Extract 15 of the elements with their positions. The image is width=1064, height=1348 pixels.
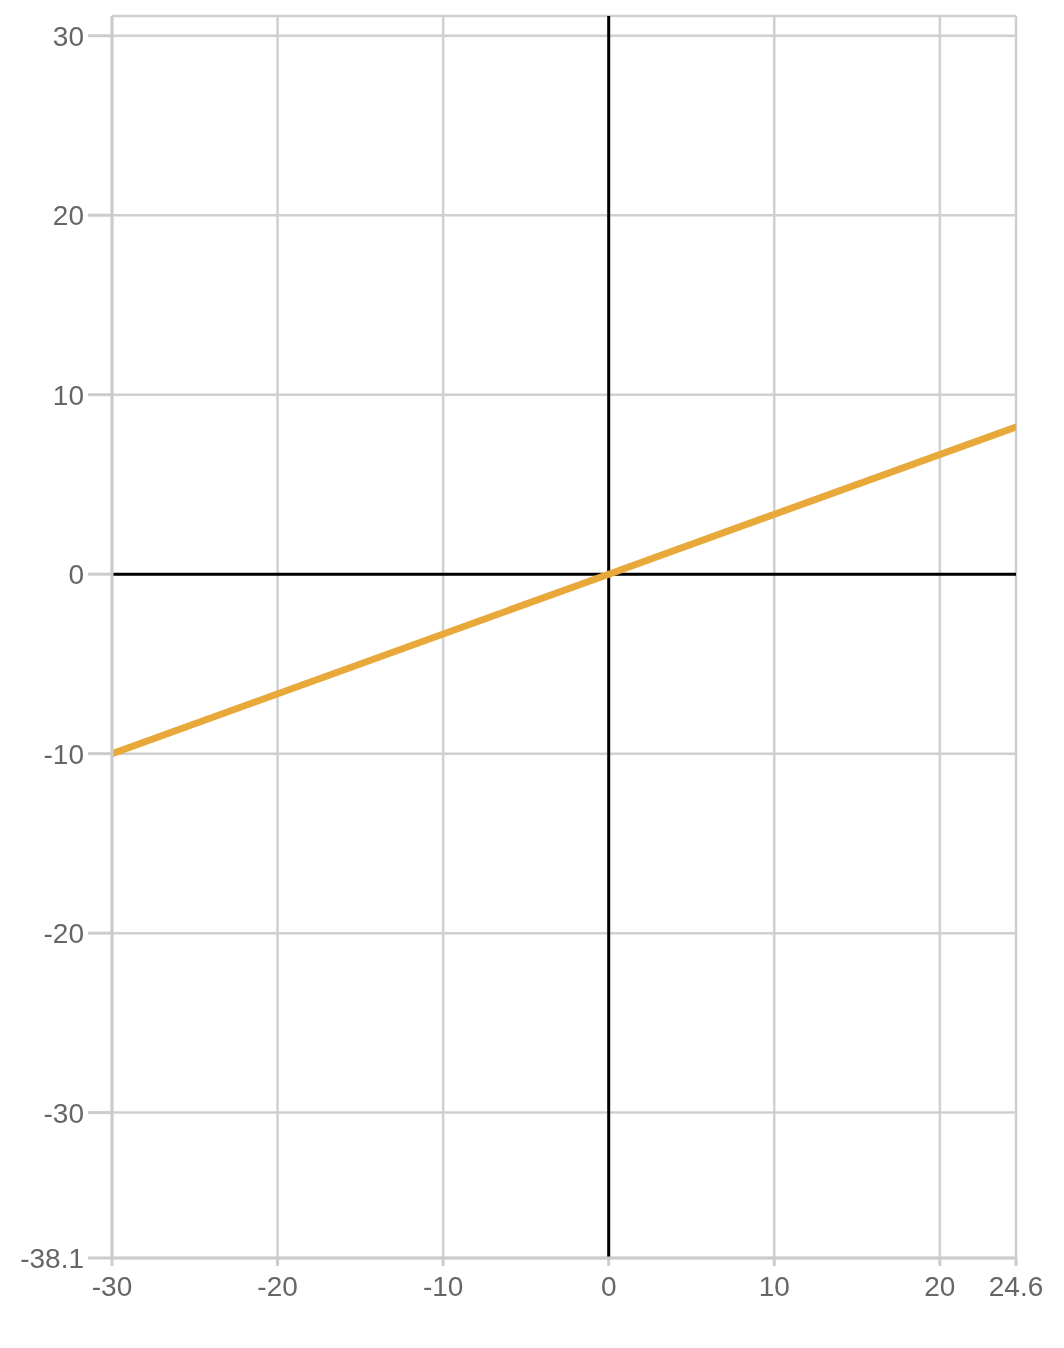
- y-tick-label: -38.1: [20, 1242, 84, 1274]
- y-tick-label: -30: [43, 1097, 84, 1129]
- y-tick-label: -10: [43, 738, 84, 770]
- x-tick-label: 0: [600, 1270, 617, 1302]
- y-tick-label: 0: [68, 559, 84, 591]
- y-tick-label: 10: [52, 379, 84, 411]
- x-tick-label: -10: [422, 1270, 464, 1302]
- x-tick-label: -30: [91, 1270, 133, 1302]
- y-tick-label: -20: [43, 918, 84, 950]
- y-tick-label: 30: [52, 20, 84, 52]
- x-tick-label: 10: [758, 1270, 790, 1302]
- x-tick-label: 24.6: [988, 1270, 1044, 1302]
- x-tick-label: 20: [924, 1270, 956, 1302]
- y-tick-label: 20: [52, 200, 84, 232]
- x-tick-label: -20: [257, 1270, 298, 1302]
